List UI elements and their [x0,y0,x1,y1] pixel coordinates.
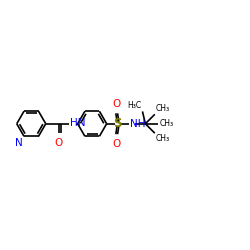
Text: N: N [15,138,23,147]
Text: HN: HN [70,118,86,128]
Text: CH₃: CH₃ [156,134,170,143]
Text: O: O [55,138,63,148]
Text: O: O [112,139,121,149]
Text: H₃C: H₃C [128,101,142,110]
Text: S: S [113,117,122,130]
Text: NH: NH [130,119,146,129]
Text: CH₃: CH₃ [156,104,170,113]
Text: O: O [112,99,121,109]
Text: CH₃: CH₃ [159,119,173,128]
